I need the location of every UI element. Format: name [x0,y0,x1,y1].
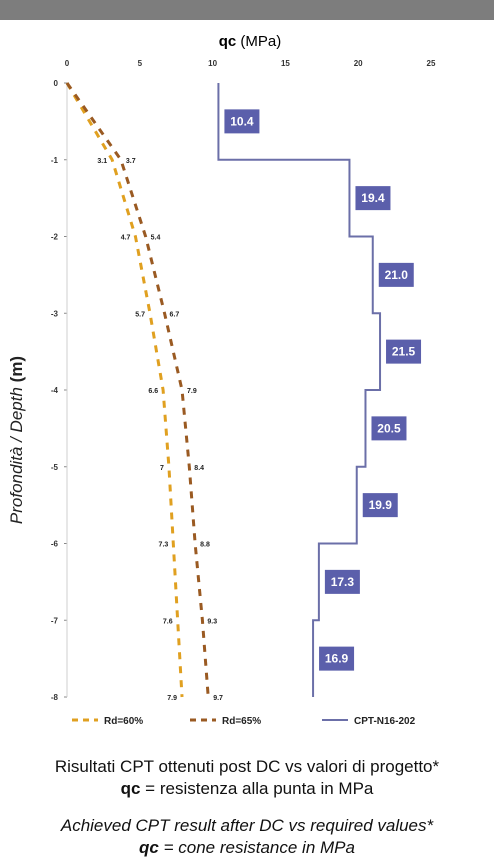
x-tick-label-4: 20 [354,59,363,68]
rd65-label-3: 7.9 [187,388,197,395]
cpt-value-box-5 [362,493,398,518]
cpt-depth-chart: qc (MPa) 0 5 10 15 20 25 0 -1 -2 -3 -4 -5 -6 -7 -8 3.… [7,33,436,727]
caption-en-line1: Achieved CPT result after DC vs required… [60,816,434,835]
rd60-label-4: 7 [160,465,164,472]
rd60-label-5: 7.3 [159,542,169,549]
series-line-0 [65,82,184,698]
cpt-value-label-3: 21.5 [392,345,416,359]
caption-en-qc: qc [139,838,159,857]
cpt-value-box-6 [324,569,360,594]
y-axis-title: Profondità / Depth (m) [7,356,26,524]
x-axis-title-rest: (MPa) [236,33,281,50]
cpt-value-box-3 [386,339,422,364]
cpt-value-label-2: 21.0 [385,268,409,282]
caption-it-line2: qc = resistenza alla punta in MPa [0,779,494,799]
legend-label-1: Rd=65% [222,716,261,727]
x-tick-label-1: 5 [138,59,143,68]
y-tick-label-0: 0 [54,79,59,88]
caption-en-rest: = cone resistance in MPa [158,838,355,857]
y-axis-title-bold: (m) [7,356,26,382]
cpt-value-label-0: 10.4 [230,114,254,128]
x-axis-title: qc (MPa) [219,33,282,50]
cpt-value-box-0 [224,109,260,134]
rd60-label-6: 7.6 [163,618,173,625]
caption-it-rest: = resistenza alla punta in MPa [140,779,374,798]
cpt-value-box-2 [378,262,414,287]
cpt-value-label-5: 19.9 [369,498,393,512]
rd65-label-2: 6.7 [170,311,180,318]
cpt-value-box-1 [355,186,391,211]
series-line-1 [65,82,210,698]
x-tick-label-3: 15 [281,59,290,68]
rd65-label-7: 9.7 [213,695,223,702]
y-tick-label-8: -8 [51,693,59,702]
cpt-value-label-6: 17.3 [331,575,355,589]
rd60-label-1: 4.7 [121,235,131,242]
y-tick-label-3: -3 [51,309,59,318]
y-tick-label-4: -4 [51,386,59,395]
cpt-value-box-4 [371,416,407,441]
rd60-label-3: 6.6 [148,388,158,395]
rd65-label-5: 8.8 [200,542,210,549]
y-tick-label-6: -6 [51,540,59,549]
cpt-value-label-4: 20.5 [377,421,401,435]
rd60-label-0: 3.1 [97,158,107,165]
legend-label-2: CPT-N16-202 [354,716,416,727]
rd65-label-4: 8.4 [194,465,204,472]
rd60-label-7: 7.9 [167,695,177,702]
cpt-value-label-1: 19.4 [361,191,385,205]
top-bar [0,0,494,20]
caption-en-line2: qc = cone resistance in MPa [0,838,494,858]
cpt-value-label-7: 16.9 [325,652,349,666]
rd65-label-1: 5.4 [151,235,161,242]
x-tick-label-0: 0 [65,59,70,68]
y-tick-label-5: -5 [51,463,59,472]
legend-label-0: Rd=60% [104,716,143,727]
rd65-label-0: 3.7 [126,158,136,165]
x-tick-label-2: 10 [208,59,217,68]
caption-it-qc: qc [120,779,141,798]
x-tick-label-5: 25 [427,59,436,68]
y-tick-label-2: -2 [51,233,59,242]
cpt-value-box-7 [319,646,355,671]
rd65-label-6: 9.3 [207,618,217,625]
y-tick-label-1: -1 [51,156,59,165]
x-axis-title-bold: qc [219,33,237,50]
y-axis-title-italic: Profondità / Depth [7,382,26,524]
y-tick-label-7: -7 [51,616,59,625]
series-line-2 [217,83,382,697]
caption-it-line1: Risultati CPT ottenuti post DC vs valori… [54,757,440,776]
rd60-label-2: 5.7 [135,311,145,318]
